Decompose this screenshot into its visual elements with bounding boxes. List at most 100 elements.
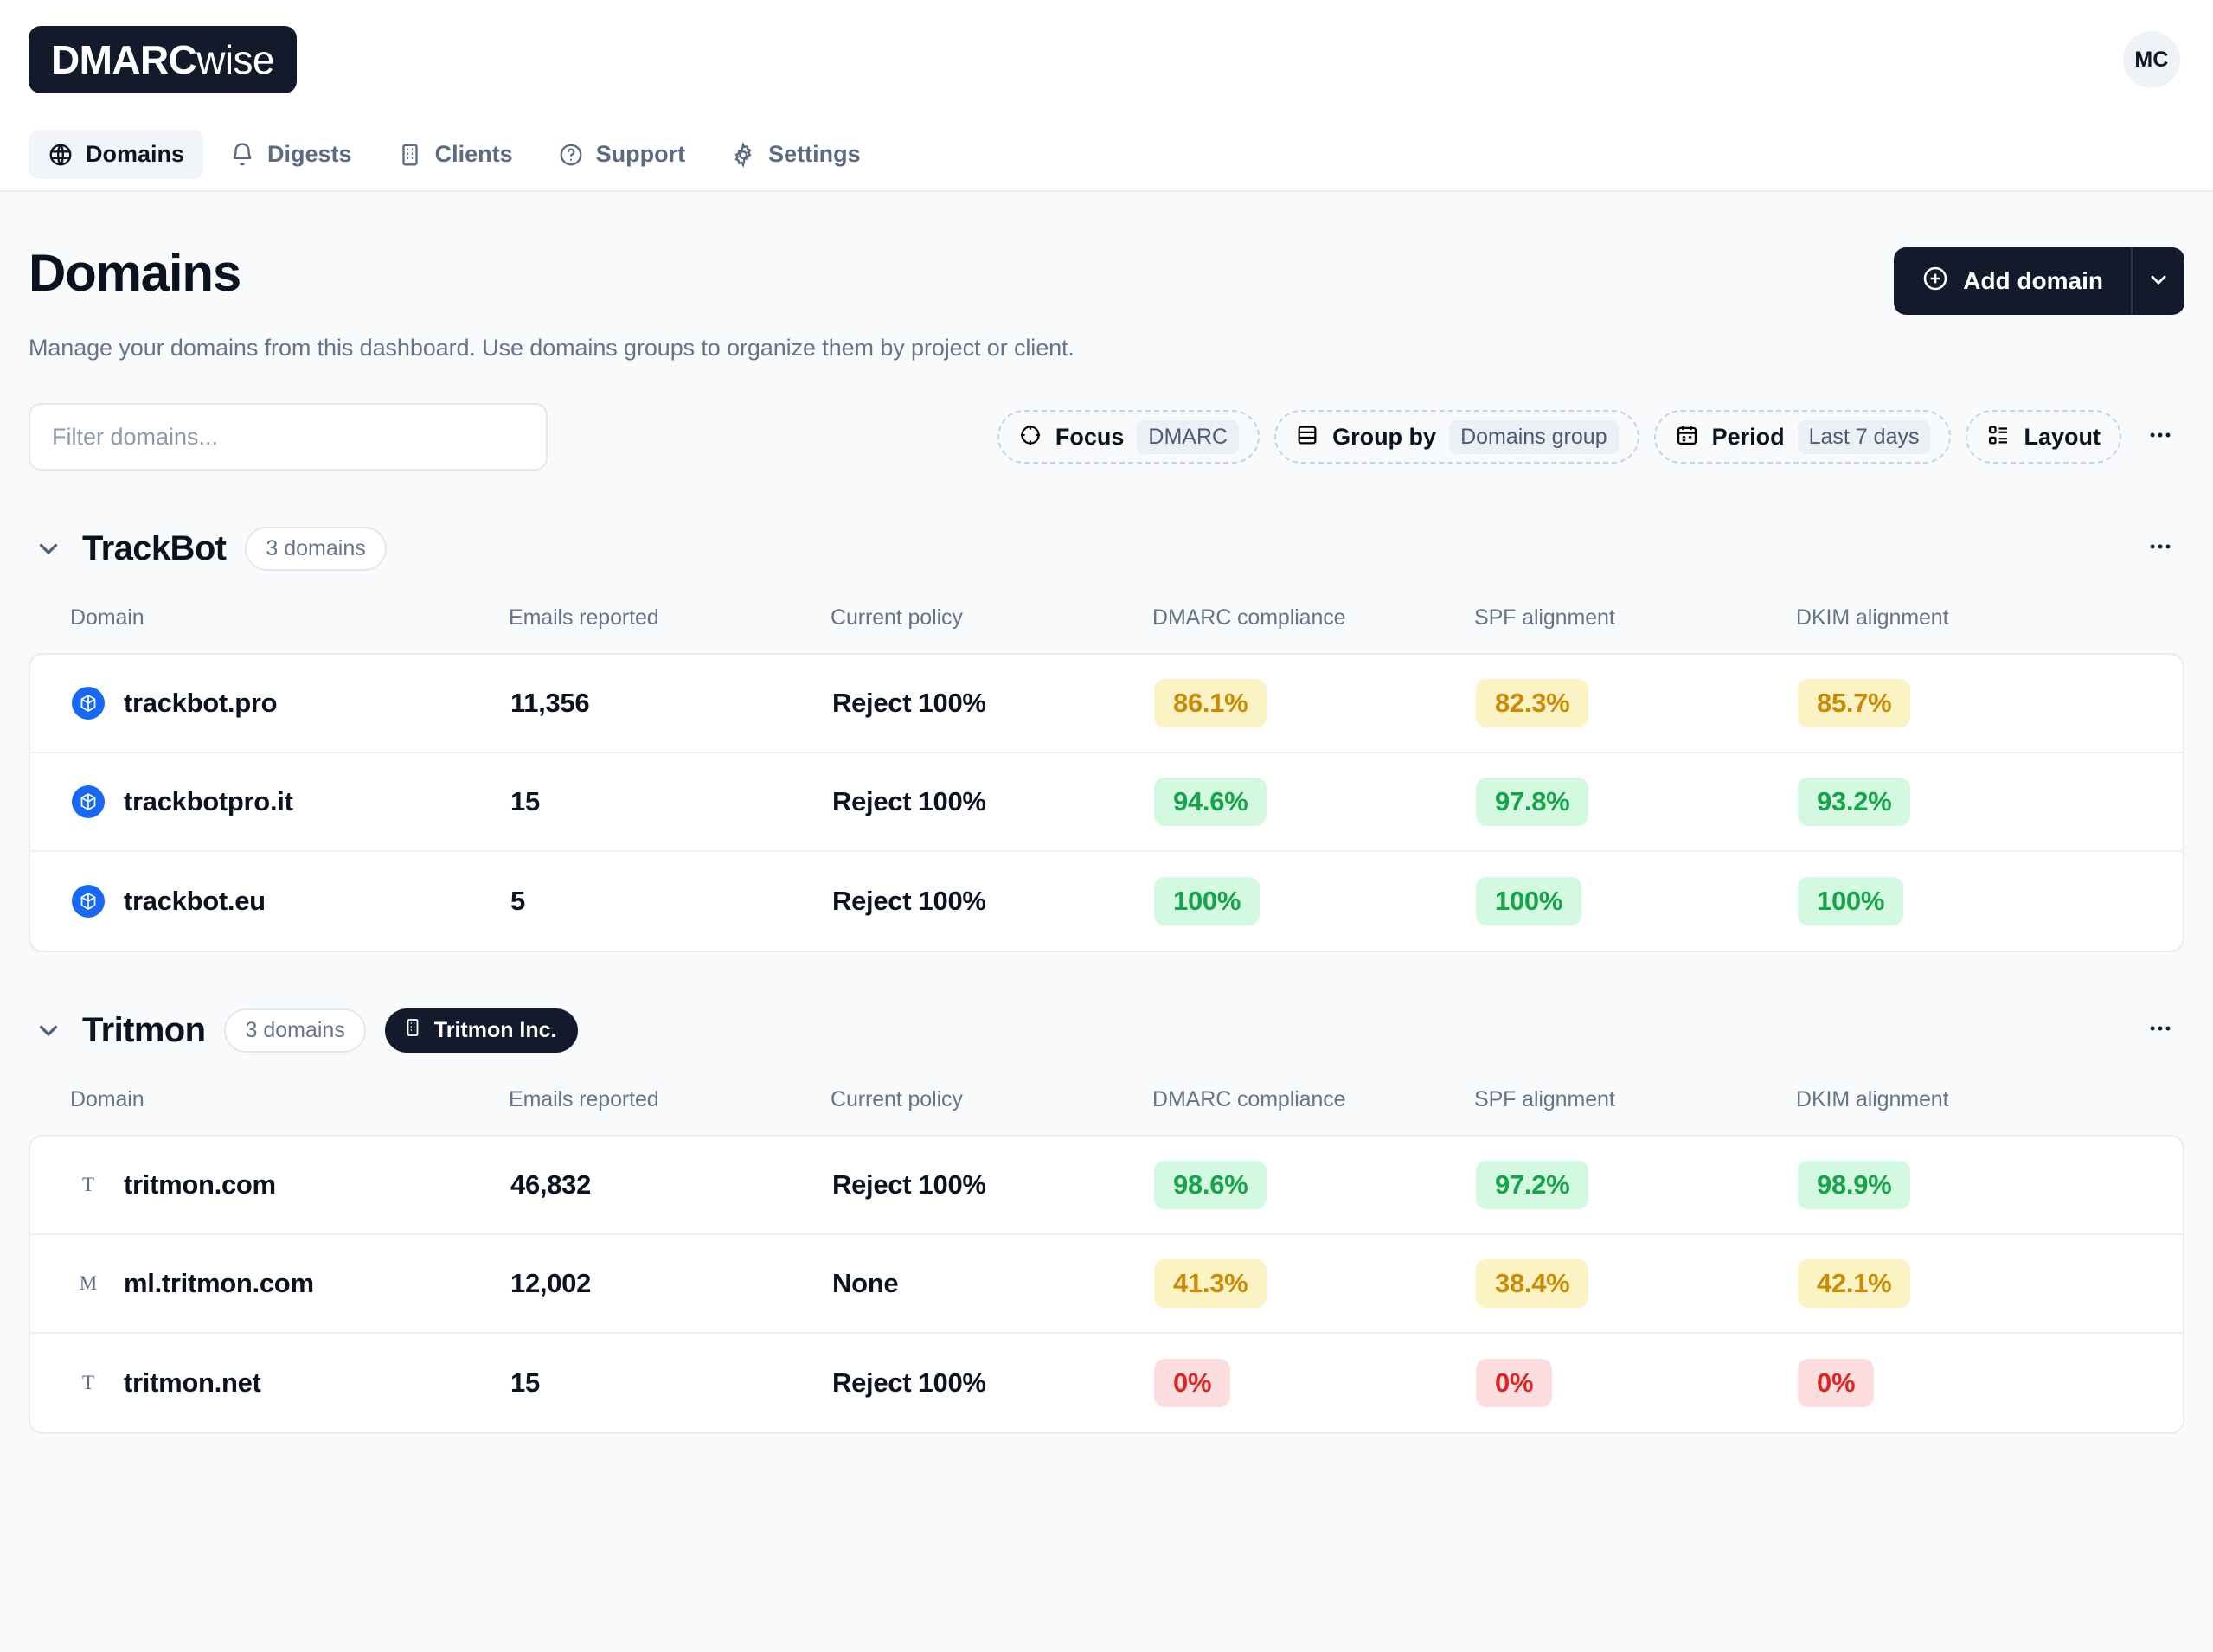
group-by-chip-label: Group by (1332, 423, 1437, 450)
letter-favicon: T (81, 1372, 95, 1393)
nav-item-domains[interactable]: Domains (29, 130, 204, 179)
logo-text-bold: DMARC (51, 36, 197, 82)
current-policy: Reject 100% (832, 786, 986, 816)
emails-reported: 11,356 (510, 688, 590, 718)
layout-list-icon (1986, 423, 2011, 451)
add-domain-button-group[interactable]: Add domain (1894, 247, 2184, 315)
domain-name: trackbot.pro (124, 688, 278, 718)
filters-toolbar: Focus DMARC Group by Domains group (29, 403, 2184, 471)
dmarc-compliance-badge: 86.1% (1154, 679, 1267, 727)
gear-icon (730, 141, 756, 168)
table-row[interactable]: M ml.tritmon.com 12,002 None 41.3% 38.4%… (30, 1235, 2183, 1334)
dkim-alignment-badge: 93.2% (1798, 778, 1911, 826)
dkim-alignment-badge: 100% (1798, 877, 1904, 925)
table-header-row: Domain Emails reported Current policy DM… (29, 605, 2184, 653)
dkim-alignment-badge: 98.9% (1798, 1161, 1911, 1209)
group-name: Tritmon (82, 1010, 206, 1049)
table-row[interactable]: trackbot.pro 11,356 Reject 100% 86.1% 82… (30, 655, 2183, 753)
domains-table: Domain Emails reported Current policy DM… (29, 605, 2184, 952)
focus-chip[interactable]: Focus DMARC (997, 410, 1260, 464)
ellipsis-horizontal-icon (2146, 421, 2174, 453)
avatar[interactable]: MC (2123, 31, 2180, 88)
add-domain-button[interactable]: Add domain (1894, 247, 2131, 315)
blue-cube-favicon (72, 785, 105, 818)
letter-favicon: T (81, 1174, 95, 1195)
domain-name: trackbot.eu (124, 886, 266, 916)
add-domain-label: Add domain (1963, 267, 2103, 294)
period-chip[interactable]: Period Last 7 days (1653, 410, 1952, 464)
group-domain-count: 3 domains (245, 526, 387, 571)
client-badge-label: Tritmon Inc. (433, 1017, 557, 1042)
nav-label: Settings (768, 141, 861, 167)
group-by-chip[interactable]: Group by Domains group (1274, 410, 1639, 464)
column-header-emails: Emails reported (509, 605, 659, 630)
dmarc-compliance-badge: 100% (1154, 877, 1260, 925)
column-header-dmarc: DMARC compliance (1152, 1087, 1346, 1111)
current-policy: Reject 100% (832, 1169, 986, 1200)
spf-alignment-badge: 100% (1476, 877, 1582, 925)
spf-alignment-badge: 38.4% (1476, 1259, 1589, 1308)
page-title: Domains (29, 244, 241, 302)
page-header: Domains Manage your domains from this da… (29, 192, 2184, 362)
nav-label: Domains (86, 141, 185, 167)
domain-name: tritmon.net (124, 1367, 261, 1398)
column-header-dkim: DKIM alignment (1796, 1087, 1949, 1111)
spf-alignment-badge: 97.8% (1476, 778, 1589, 826)
domain-name: ml.tritmon.com (124, 1268, 314, 1298)
table-header-row: Domain Emails reported Current policy DM… (29, 1087, 2184, 1135)
focus-chip-label: Focus (1055, 423, 1125, 450)
table-body: trackbot.pro 11,356 Reject 100% 86.1% 82… (29, 653, 2184, 952)
dmarc-compliance-badge: 98.6% (1154, 1161, 1267, 1209)
nav-label: Support (595, 141, 686, 167)
table-row[interactable]: trackbot.eu 5 Reject 100% 100% 100% 100% (30, 852, 2183, 951)
plus-circle-icon (1921, 265, 1949, 298)
ellipsis-horizontal-icon (2146, 533, 2174, 565)
group-header: Tritmon 3 domains Tritmon Inc. (29, 1006, 2184, 1054)
table-row[interactable]: T tritmon.net 15 Reject 100% 0% 0% 0% (30, 1334, 2183, 1432)
toolbar-controls: Focus DMARC Group by Domains group (997, 410, 2184, 464)
emails-reported: 12,002 (510, 1268, 592, 1298)
current-policy: Reject 100% (832, 1367, 986, 1398)
dkim-alignment-badge: 85.7% (1798, 679, 1911, 727)
current-policy: Reject 100% (832, 688, 986, 718)
filter-domains-input[interactable] (29, 403, 548, 471)
emails-reported: 5 (510, 886, 525, 916)
table-row[interactable]: T tritmon.com 46,832 Reject 100% 98.6% 9… (30, 1137, 2183, 1235)
focus-chip-value: DMARC (1137, 419, 1240, 454)
client-badge[interactable]: Tritmon Inc. (384, 1008, 578, 1053)
page-subtitle: Manage your domains from this dashboard.… (29, 335, 1074, 361)
dmarc-compliance-badge: 41.3% (1154, 1259, 1267, 1308)
domains-table: Domain Emails reported Current policy DM… (29, 1087, 2184, 1434)
toolbar-more-options-button[interactable] (2136, 413, 2184, 461)
blue-cube-favicon (72, 687, 105, 720)
group-more-options-button[interactable] (2136, 524, 2184, 573)
group-collapse-toggle[interactable] (34, 534, 63, 563)
calendar-icon (1675, 423, 1699, 451)
nav-item-settings[interactable]: Settings (711, 130, 880, 179)
main-content: Domains Manage your domains from this da… (0, 192, 2213, 1434)
period-chip-value: Last 7 days (1797, 419, 1931, 454)
dmarc-compliance-badge: 0% (1154, 1359, 1231, 1407)
nav-item-clients[interactable]: Clients (378, 130, 532, 179)
building-icon (402, 1017, 423, 1044)
layout-chip[interactable]: Layout (1966, 410, 2121, 464)
add-domain-dropdown-toggle[interactable] (2131, 247, 2184, 315)
group-more-options-button[interactable] (2136, 1006, 2184, 1054)
blue-cube-favicon (72, 885, 105, 918)
table-row[interactable]: trackbotpro.it 15 Reject 100% 94.6% 97.8… (30, 753, 2183, 852)
domain-group-tritmon: Tritmon 3 domains Tritmon Inc. (29, 1006, 2184, 1434)
column-header-dmarc: DMARC compliance (1152, 605, 1346, 630)
domain-name: trackbotpro.it (124, 786, 293, 816)
group-header: TrackBot 3 domains (29, 524, 2184, 573)
group-collapse-toggle[interactable] (34, 1015, 63, 1045)
app-logo[interactable]: DMARC wise (29, 25, 297, 93)
dkim-alignment-badge: 42.1% (1798, 1259, 1911, 1308)
ellipsis-horizontal-icon (2146, 1015, 2174, 1047)
column-header-domain: Domain (70, 1087, 144, 1111)
globe-icon (48, 142, 74, 168)
nav-item-support[interactable]: Support (539, 130, 704, 179)
column-header-spf: SPF alignment (1474, 1087, 1615, 1111)
table-body: T tritmon.com 46,832 Reject 100% 98.6% 9… (29, 1135, 2184, 1434)
chevron-down-icon (2146, 267, 2171, 296)
nav-item-digests[interactable]: Digests (210, 130, 371, 179)
